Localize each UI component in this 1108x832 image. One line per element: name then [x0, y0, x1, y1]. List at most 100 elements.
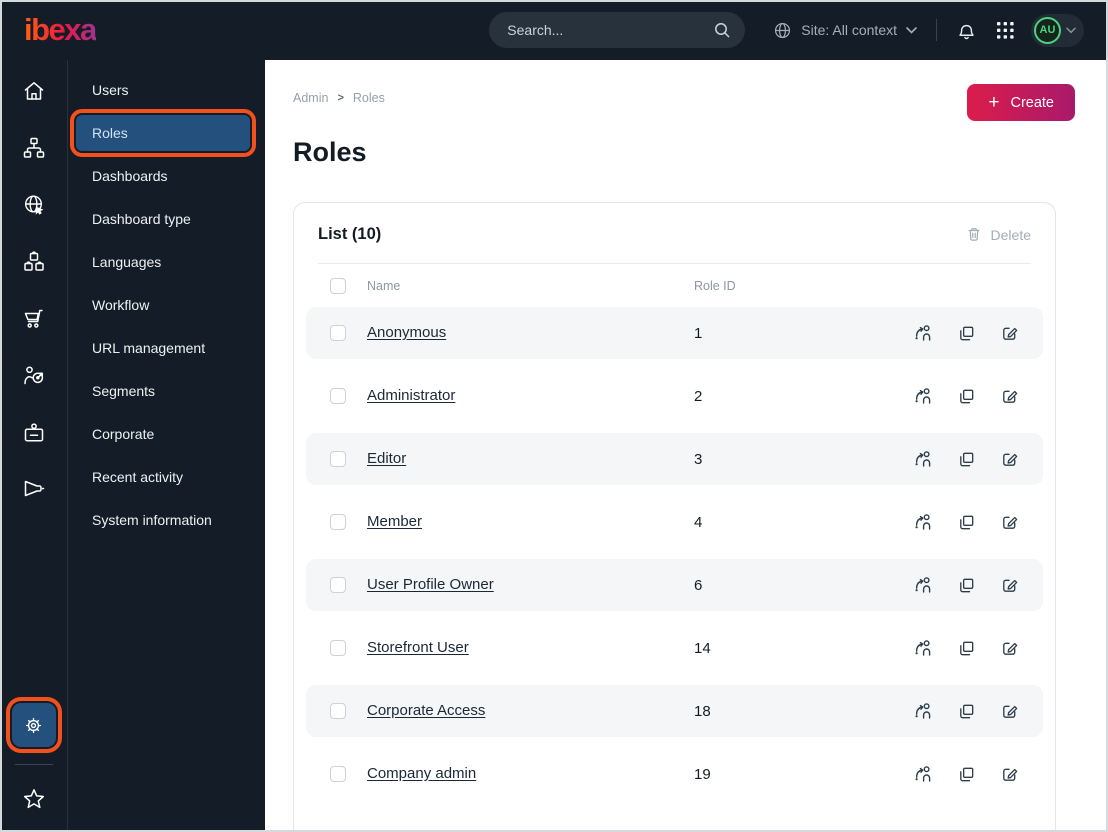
corporate-badge-icon — [24, 422, 43, 441]
copy-role-button[interactable] — [957, 513, 976, 532]
role-name-link[interactable]: Administrator — [367, 387, 456, 404]
site-context-selector[interactable]: Site: All context — [773, 21, 917, 40]
assign-role-button[interactable] — [913, 764, 933, 784]
create-button[interactable]: + Create — [967, 84, 1075, 121]
ibexa-logo[interactable]: ibexa — [24, 12, 97, 47]
assign-icon — [915, 703, 931, 719]
select-all-checkbox[interactable] — [330, 277, 346, 294]
assign-role-button[interactable] — [913, 638, 933, 658]
app-grid-icon[interactable] — [997, 21, 1014, 39]
assign-icon — [915, 766, 931, 782]
edit-role-button[interactable] — [1000, 576, 1019, 595]
sidebar-menu-item[interactable]: Segments — [68, 369, 265, 412]
chevron-down-icon — [1066, 27, 1076, 33]
breadcrumb-admin[interactable]: Admin — [293, 91, 329, 105]
edit-role-button[interactable] — [1000, 450, 1019, 469]
customer-target-icon — [23, 365, 43, 384]
assign-role-button[interactable] — [913, 386, 933, 406]
assign-icon — [915, 451, 931, 467]
sidebar-menu-item[interactable]: Dashboard type — [68, 197, 265, 240]
edit-role-button[interactable] — [1000, 702, 1019, 721]
edit-icon — [1003, 579, 1018, 592]
user-menu[interactable]: AU — [1031, 13, 1084, 47]
role-name-link[interactable]: Corporate Access — [367, 702, 486, 719]
sidebar-menu-item[interactable]: Users — [68, 68, 265, 111]
row-checkbox[interactable] — [330, 577, 346, 593]
notifications-bell-icon[interactable] — [956, 20, 977, 41]
rail-products[interactable] — [0, 233, 67, 290]
copy-role-button[interactable] — [957, 702, 976, 721]
role-name-link[interactable]: Storefront User — [367, 639, 469, 656]
marketing-megaphone-icon — [24, 480, 44, 496]
edit-role-button[interactable] — [1000, 387, 1019, 406]
role-name-link[interactable]: Anonymous — [367, 324, 447, 341]
sidebar-item-label: Dashboards — [92, 167, 168, 184]
breadcrumb-roles[interactable]: Roles — [352, 91, 385, 105]
sidebar-menu-item[interactable]: System information — [68, 498, 265, 541]
role-name-link[interactable]: User Profile Owner — [367, 576, 494, 593]
assign-role-button[interactable] — [913, 701, 933, 721]
assign-role-button[interactable] — [913, 575, 933, 595]
sidebar-item-label: Recent activity — [92, 468, 184, 485]
breadcrumb-separator: > — [337, 92, 344, 104]
edit-role-button[interactable] — [1000, 513, 1019, 532]
bookmarks-star-icon — [23, 789, 44, 809]
sidebar-menu-item[interactable]: Recent activity — [68, 455, 265, 498]
avatar[interactable]: AU — [1034, 16, 1061, 44]
rail-divider — [14, 764, 53, 765]
edit-role-button[interactable] — [1000, 324, 1019, 343]
sidebar-menu-item[interactable]: Roles — [76, 114, 250, 151]
copy-role-button[interactable] — [957, 765, 976, 784]
role-name-link[interactable]: Company admin — [367, 765, 477, 782]
rail-home[interactable] — [0, 62, 67, 119]
row-checkbox[interactable] — [330, 451, 346, 467]
row-checkbox[interactable] — [330, 640, 346, 656]
assign-icon — [915, 514, 931, 530]
sidebar-menu-item[interactable]: URL management — [68, 326, 265, 369]
rail-commerce[interactable] — [0, 290, 67, 347]
search-icon[interactable] — [713, 21, 731, 39]
sidebar-item-label: Languages — [92, 253, 162, 270]
row-checkbox[interactable] — [330, 766, 346, 782]
chevron-down-icon — [906, 26, 917, 34]
copy-icon — [960, 767, 974, 781]
assign-role-button[interactable] — [913, 449, 933, 469]
sidebar-menu-item[interactable]: Workflow — [68, 283, 265, 326]
edit-icon — [1003, 516, 1018, 529]
row-checkbox[interactable] — [330, 514, 346, 530]
search-input[interactable] — [507, 22, 714, 38]
list-count-title: List (10) — [318, 225, 382, 243]
edit-role-button[interactable] — [1000, 765, 1019, 784]
copy-icon — [960, 641, 974, 655]
assign-role-button[interactable] — [913, 323, 933, 343]
site-context-label: Site: All context — [801, 22, 897, 38]
row-checkbox[interactable] — [330, 703, 346, 719]
sidebar-item-label: Segments — [92, 382, 156, 399]
copy-role-button[interactable] — [957, 450, 976, 469]
rail-site[interactable] — [0, 176, 67, 233]
copy-role-button[interactable] — [957, 576, 976, 595]
settings-button-active[interactable] — [11, 703, 56, 747]
global-search[interactable] — [489, 12, 746, 48]
rail-corporate[interactable] — [0, 404, 67, 461]
bookmarks-button[interactable] — [21, 776, 47, 822]
assign-role-button[interactable] — [913, 512, 933, 532]
row-checkbox[interactable] — [330, 388, 346, 404]
rail-customers[interactable] — [0, 347, 67, 404]
sidebar-menu-item[interactable]: Dashboards — [68, 154, 265, 197]
rail-marketing[interactable] — [0, 461, 67, 518]
copy-role-button[interactable] — [957, 387, 976, 406]
edit-role-button[interactable] — [1000, 639, 1019, 658]
rail-content-structure[interactable] — [0, 119, 67, 176]
copy-role-button[interactable] — [957, 324, 976, 343]
home-icon — [24, 81, 43, 100]
sidebar-menu-item[interactable]: Corporate — [68, 412, 265, 455]
edit-icon — [1003, 390, 1018, 403]
topbar-divider — [936, 19, 937, 41]
role-name-link[interactable]: Editor — [367, 450, 407, 467]
role-name-link[interactable]: Member — [367, 513, 423, 530]
sidebar-menu-item[interactable]: Languages — [68, 240, 265, 283]
copy-role-button[interactable] — [957, 639, 976, 658]
row-checkbox[interactable] — [330, 325, 346, 341]
delete-button[interactable]: Delete — [966, 226, 1031, 243]
